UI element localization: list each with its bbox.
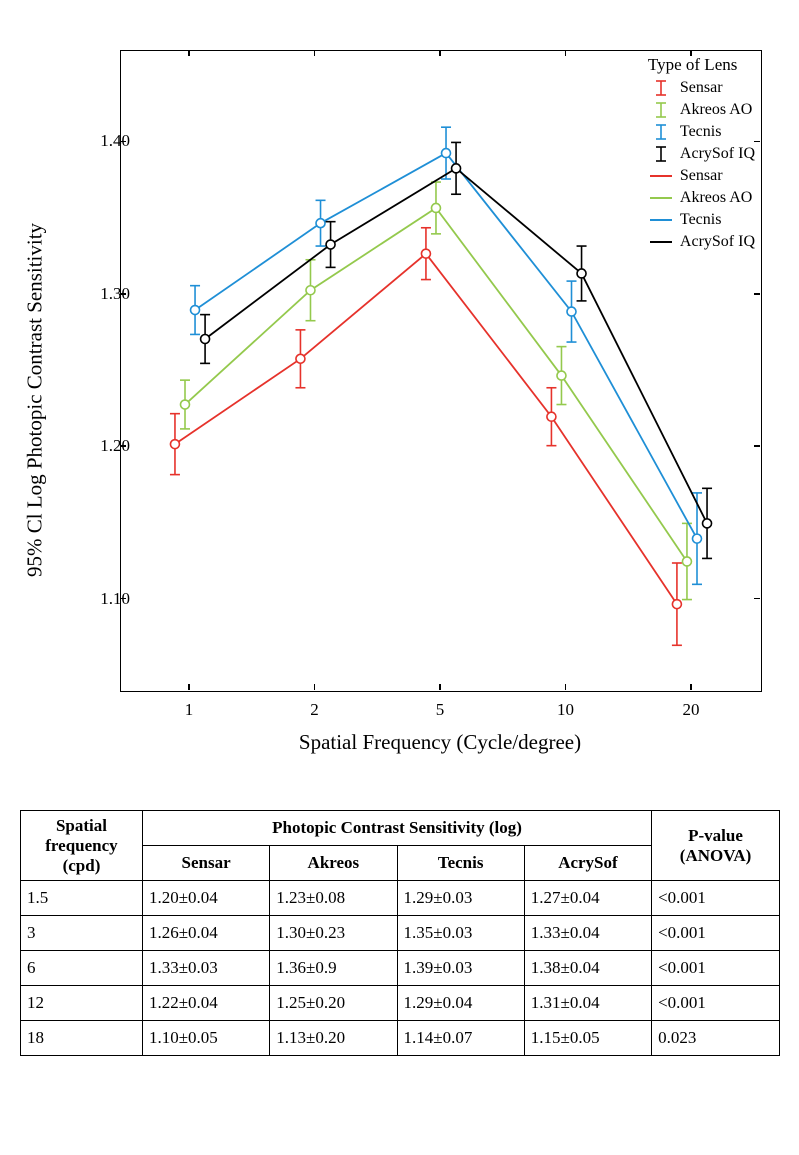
cell-tecnis: 1.29±0.04 — [397, 986, 524, 1021]
cell-acrysof: 1.31±0.04 — [524, 986, 651, 1021]
cell-pval: 0.023 — [652, 1021, 780, 1056]
cell-freq: 1.5 — [21, 881, 143, 916]
y-tick-label: 1.40 — [100, 131, 130, 151]
cell-freq: 3 — [21, 916, 143, 951]
cell-freq: 12 — [21, 986, 143, 1021]
y-tick-label: 1.30 — [100, 284, 130, 304]
legend-item-line: AcrySof IQ — [648, 231, 755, 253]
table-row: 1.51.20±0.041.23±0.081.29±0.031.27±0.04<… — [21, 881, 780, 916]
cell-tecnis: 1.14±0.07 — [397, 1021, 524, 1056]
legend-item-line: Sensar — [648, 165, 755, 187]
cell-tecnis: 1.35±0.03 — [397, 916, 524, 951]
plot-frame: Type of Lens Sensar Akreos AO Tecnis AcrySo… — [120, 50, 762, 692]
th-sub: Akreos — [270, 846, 397, 881]
data-table: Spatial frequency (cpd)Photopic Contrast… — [20, 810, 780, 1056]
legend-title: Type of Lens — [648, 55, 755, 75]
cell-freq: 18 — [21, 1021, 143, 1056]
th-freq: Spatial frequency (cpd) — [21, 811, 143, 881]
legend-item-errorbar: Tecnis — [648, 121, 755, 143]
table-row: 31.26±0.041.30±0.231.35±0.031.33±0.04<0.… — [21, 916, 780, 951]
cell-acrysof: 1.27±0.04 — [524, 881, 651, 916]
legend-label: Akreos AO — [680, 189, 752, 207]
legend-label: Tecnis — [680, 211, 722, 229]
x-tick-label: 2 — [310, 700, 319, 720]
legend-label: AcrySof IQ — [680, 145, 755, 163]
cell-acrysof: 1.33±0.04 — [524, 916, 651, 951]
cell-pval: <0.001 — [652, 881, 780, 916]
th-sub: Sensar — [142, 846, 269, 881]
cell-sensar: 1.26±0.04 — [142, 916, 269, 951]
x-tick-label: 20 — [682, 700, 699, 720]
cell-akreos: 1.36±0.9 — [270, 951, 397, 986]
cell-pval: <0.001 — [652, 916, 780, 951]
legend-item-line: Tecnis — [648, 209, 755, 231]
cell-akreos: 1.13±0.20 — [270, 1021, 397, 1056]
cell-akreos: 1.25±0.20 — [270, 986, 397, 1021]
x-tick-label: 1 — [185, 700, 194, 720]
chart-container: 95% Cl Log Photopic Contrast Sensitivity… — [20, 20, 780, 780]
table-row: 61.33±0.031.36±0.91.39±0.031.38±0.04<0.0… — [21, 951, 780, 986]
y-tick-label: 1.10 — [100, 589, 130, 609]
legend-label: Tecnis — [680, 123, 722, 141]
cell-sensar: 1.20±0.04 — [142, 881, 269, 916]
cell-pval: <0.001 — [652, 986, 780, 1021]
legend-body: Sensar Akreos AO Tecnis AcrySof IQ Sensar Akr… — [648, 77, 755, 253]
table-row: 181.10±0.051.13±0.201.14±0.071.15±0.050.… — [21, 1021, 780, 1056]
cell-sensar: 1.10±0.05 — [142, 1021, 269, 1056]
x-axis-label: Spatial Frequency (Cycle/degree) — [120, 730, 760, 755]
cell-tecnis: 1.39±0.03 — [397, 951, 524, 986]
y-tick-label: 1.20 — [100, 436, 130, 456]
x-tick-label: 5 — [436, 700, 445, 720]
th-sub: Tecnis — [397, 846, 524, 881]
x-tick-label: 10 — [557, 700, 574, 720]
table-row: 121.22±0.041.25±0.201.29±0.041.31±0.04<0… — [21, 986, 780, 1021]
legend-item-errorbar: Sensar — [648, 77, 755, 99]
th-sub: AcrySof — [524, 846, 651, 881]
cell-freq: 6 — [21, 951, 143, 986]
legend-label: Sensar — [680, 79, 723, 97]
legend-label: AcrySof IQ — [680, 233, 755, 251]
legend-label: Akreos AO — [680, 101, 752, 119]
cell-acrysof: 1.15±0.05 — [524, 1021, 651, 1056]
th-pcs: Photopic Contrast Sensitivity (log) — [142, 811, 651, 846]
cell-sensar: 1.33±0.03 — [142, 951, 269, 986]
cell-tecnis: 1.29±0.03 — [397, 881, 524, 916]
cell-sensar: 1.22±0.04 — [142, 986, 269, 1021]
y-axis-label: 95% Cl Log Photopic Contrast Sensitivity — [23, 223, 48, 577]
cell-akreos: 1.23±0.08 — [270, 881, 397, 916]
legend-item-errorbar: AcrySof IQ — [648, 143, 755, 165]
legend-label: Sensar — [680, 167, 723, 185]
legend-item-errorbar: Akreos AO — [648, 99, 755, 121]
legend-item-line: Akreos AO — [648, 187, 755, 209]
cell-acrysof: 1.38±0.04 — [524, 951, 651, 986]
cell-akreos: 1.30±0.23 — [270, 916, 397, 951]
th-pval: P-value (ANOVA) — [652, 811, 780, 881]
cell-pval: <0.001 — [652, 951, 780, 986]
legend: Type of Lens Sensar Akreos AO Tecnis AcrySo… — [648, 55, 755, 253]
